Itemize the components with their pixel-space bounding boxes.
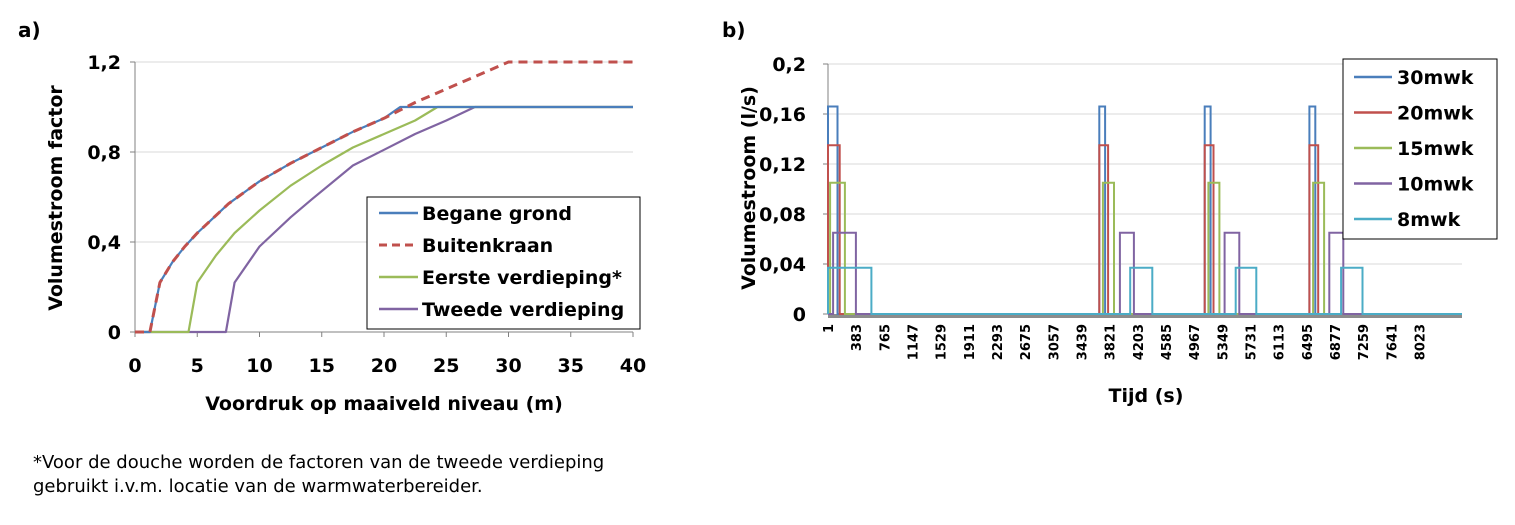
series-line-8mwk bbox=[827, 266, 1462, 315]
legend-entry: 8mwk bbox=[1397, 209, 1461, 231]
x-tick-label: 1 bbox=[822, 324, 837, 333]
x-tick-label: 5731 bbox=[1245, 324, 1260, 360]
series-line-eerste-verdieping bbox=[135, 105, 633, 334]
x-tick-label: 4585 bbox=[1160, 324, 1175, 360]
x-tick-label: 10 bbox=[246, 355, 272, 377]
y-tick-label: 0,4 bbox=[87, 232, 121, 254]
series-line-buitenkraan bbox=[135, 60, 633, 334]
x-tick-label: 765 bbox=[878, 324, 893, 351]
x-tick-label: 7259 bbox=[1357, 324, 1372, 360]
x-tick-label: 4203 bbox=[1132, 324, 1147, 360]
y-tick-label: 0,04 bbox=[759, 254, 806, 276]
legend-box bbox=[366, 196, 641, 330]
x-tick-label: 30 bbox=[495, 355, 521, 377]
x-tick-label: 0 bbox=[128, 355, 141, 377]
chart-b-legend: 30mwk 20mwk 15mwk 10mwk 8mwk bbox=[1342, 58, 1498, 240]
x-tick-label: 4967 bbox=[1188, 324, 1203, 360]
x-tick-label: 20 bbox=[371, 355, 397, 377]
y-tick-label: 0,2 bbox=[772, 54, 806, 76]
x-tick-label: 6877 bbox=[1329, 324, 1344, 360]
footnote-line-2: gebruikt i.v.m. locatie van de warmwater… bbox=[33, 476, 483, 497]
x-tick-label: 1911 bbox=[963, 324, 978, 360]
panel-label-b: b) bbox=[722, 18, 745, 42]
y-tick-label: 0 bbox=[793, 304, 806, 326]
chart-a-legend: Begane grond Buitenkraan Eerste verdieping… bbox=[366, 196, 641, 330]
legend-entry: Buitenkraan bbox=[422, 235, 553, 257]
footnote: *Voor de douche worden de factoren van d… bbox=[33, 451, 604, 499]
series-line-tweede-verdieping bbox=[135, 105, 633, 334]
x-tick-label: 40 bbox=[620, 355, 646, 377]
chart-a-x-axis-title: Voordruk op maaiveld niveau (m) bbox=[205, 393, 563, 415]
x-tick-label: 15 bbox=[309, 355, 335, 377]
x-tick-label: 1147 bbox=[907, 324, 922, 360]
series-line-10mwk bbox=[828, 231, 1462, 315]
chart-a-y-axis-title: Volumestroom factor bbox=[45, 85, 67, 311]
x-tick-label: 7641 bbox=[1385, 324, 1400, 360]
chart-b-tick-labels: 0 0,04 0,08 0,12 0,16 0,2 1 383 765 1147 1529 1911 2… bbox=[759, 54, 1428, 360]
chart-b-series bbox=[827, 105, 1462, 315]
x-tick-label: 35 bbox=[558, 355, 584, 377]
x-tick-label: 2293 bbox=[991, 324, 1006, 360]
legend-entry: 15mwk bbox=[1397, 138, 1474, 160]
y-tick-label: 1,2 bbox=[87, 52, 121, 74]
chart-b-y-axis-title: Volumestroom (l/s) bbox=[738, 86, 760, 290]
legend-entry: 20mwk bbox=[1397, 103, 1474, 125]
x-tick-label: 6113 bbox=[1273, 324, 1288, 360]
legend-entry: Eerste verdieping* bbox=[422, 267, 622, 289]
footnote-line-1: *Voor de douche worden de factoren van d… bbox=[33, 452, 605, 473]
y-tick-label: 0 bbox=[108, 322, 121, 344]
legend-entry: 10mwk bbox=[1397, 174, 1474, 196]
chart-a-series bbox=[135, 60, 633, 334]
chart-b-x-axis-title: Tijd (s) bbox=[1109, 385, 1184, 407]
chart-b: b) 0 0,04 0,08 0,12 0,16 0,2 1 383 765 1147 1529 19… bbox=[722, 18, 1498, 407]
x-tick-label: 5349 bbox=[1216, 324, 1231, 360]
x-tick-label: 383 bbox=[850, 324, 865, 351]
x-tick-label: 3439 bbox=[1076, 324, 1091, 360]
y-tick-label: 0,16 bbox=[759, 104, 806, 126]
x-tick-label: 5 bbox=[191, 355, 204, 377]
legend-entry: 30mwk bbox=[1397, 67, 1474, 89]
legend-entry: Tweede verdieping bbox=[422, 299, 624, 321]
y-tick-label: 0,08 bbox=[759, 204, 806, 226]
legend-entry: Begane grond bbox=[422, 203, 572, 225]
y-tick-label: 0,8 bbox=[87, 142, 121, 164]
y-tick-label: 0,12 bbox=[759, 154, 806, 176]
x-tick-label: 3057 bbox=[1047, 324, 1062, 360]
x-tick-label: 6495 bbox=[1301, 324, 1316, 360]
panel-label-a: a) bbox=[18, 18, 41, 42]
x-tick-label: 3821 bbox=[1104, 324, 1119, 360]
x-tick-label: 1529 bbox=[935, 324, 950, 360]
x-tick-label: 2675 bbox=[1019, 324, 1034, 360]
x-tick-label: 25 bbox=[433, 355, 459, 377]
x-tick-label: 8023 bbox=[1414, 324, 1429, 360]
chart-a: a) 0 0,4 0,8 1,2 0 5 10 15 20 25 30 35 40 Voordruk o… bbox=[18, 18, 646, 415]
chart-a-tick-labels: 0 0,4 0,8 1,2 0 5 10 15 20 25 30 35 40 bbox=[87, 52, 646, 377]
